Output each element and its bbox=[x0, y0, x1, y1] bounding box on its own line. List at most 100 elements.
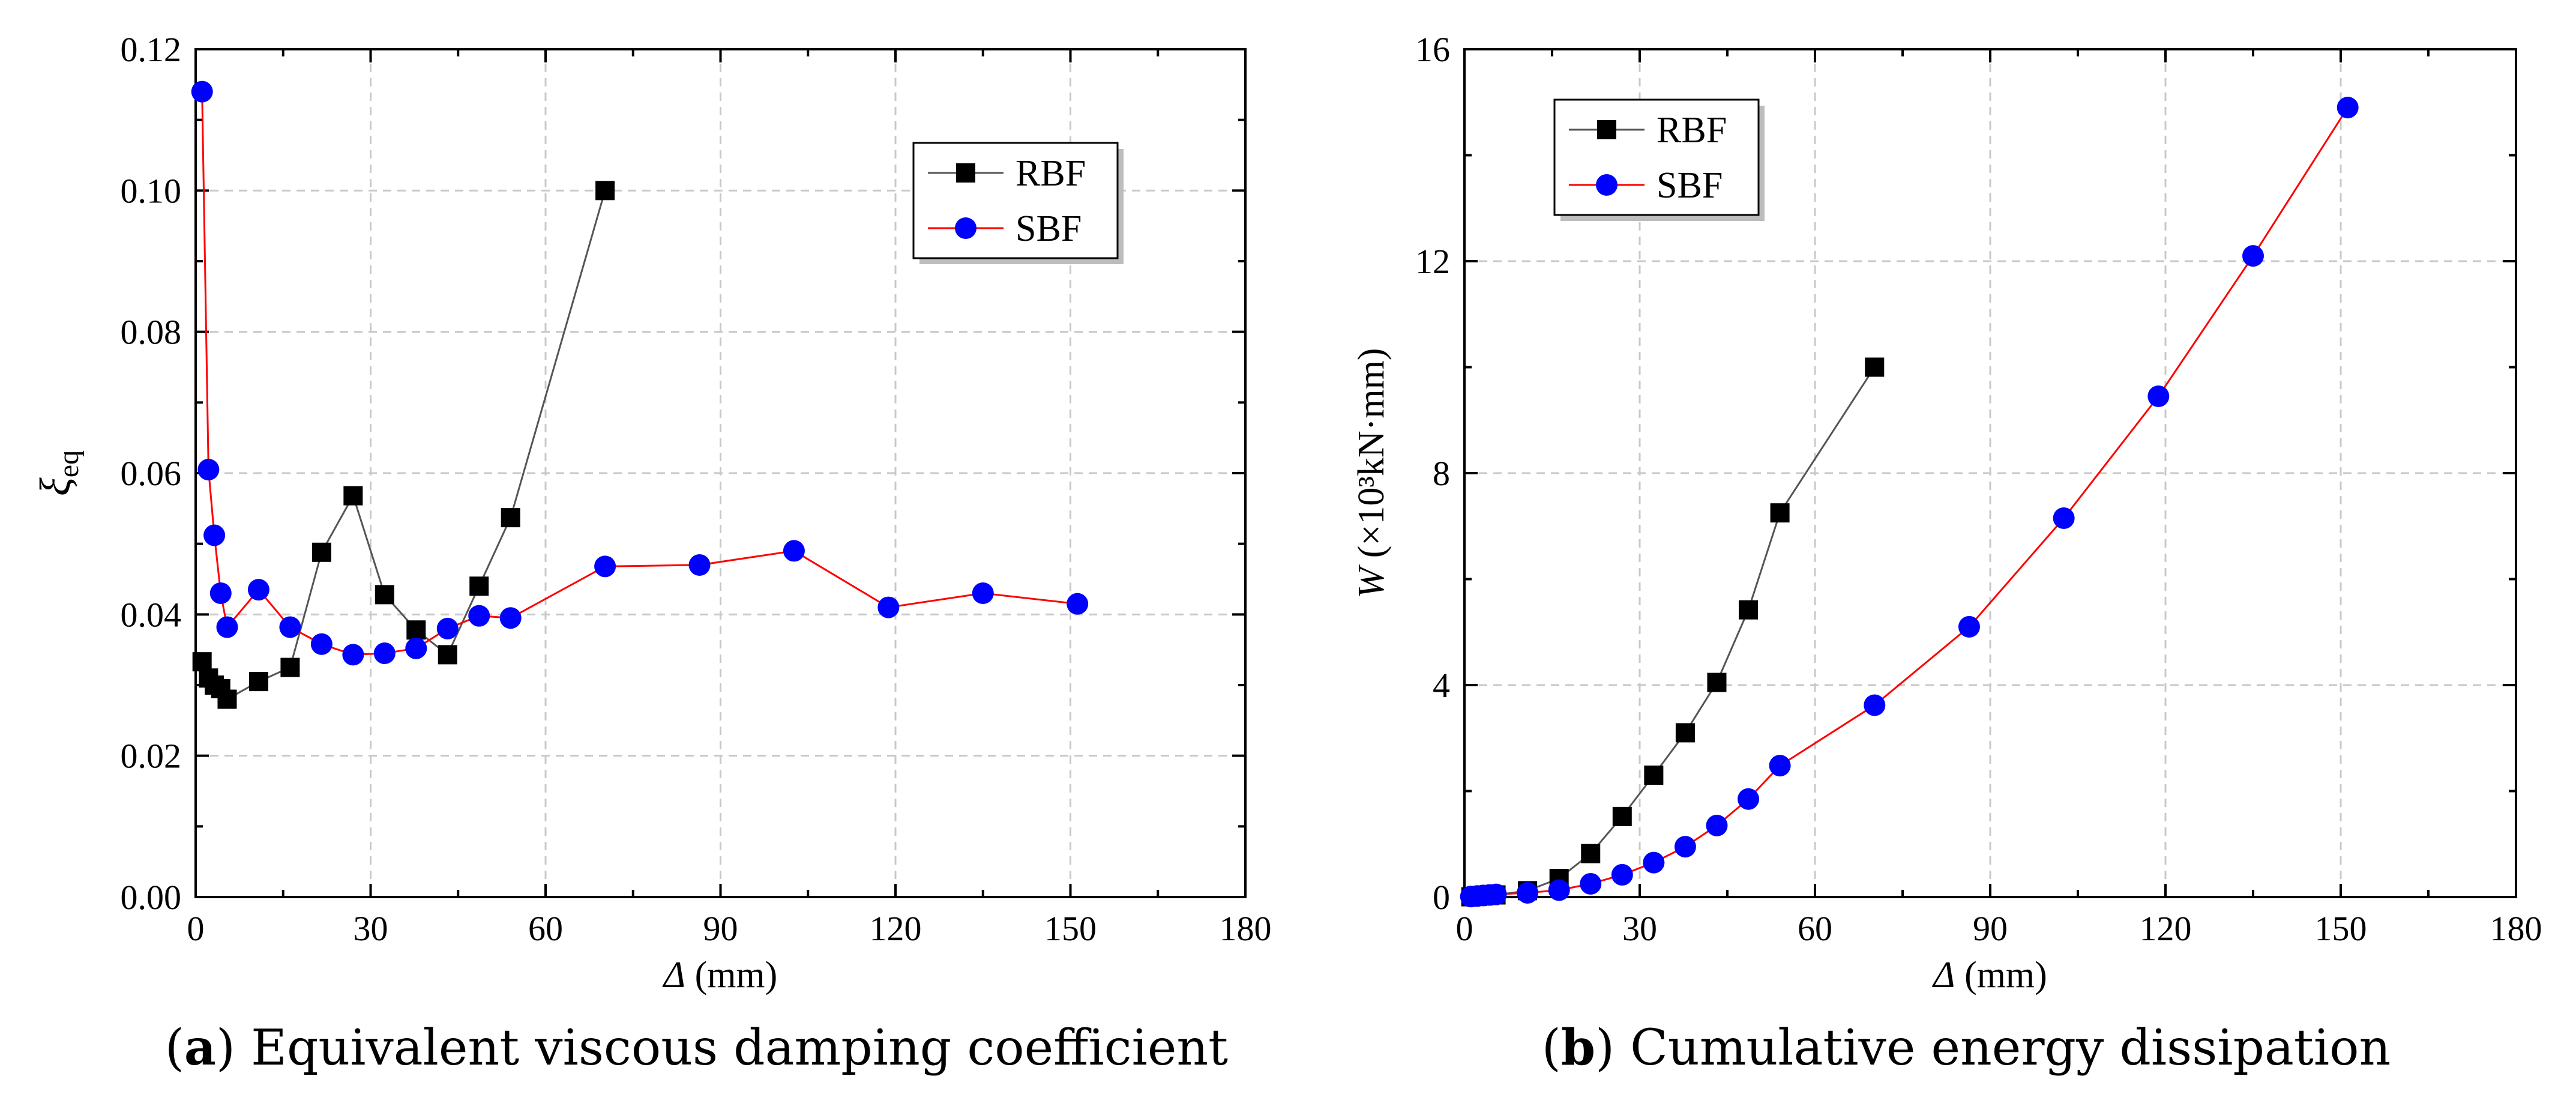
x-tick-label: 120 bbox=[870, 909, 922, 948]
data-point-sbf bbox=[436, 617, 459, 639]
x-tick-label: 180 bbox=[2490, 909, 2542, 948]
data-point-sbf bbox=[1485, 883, 1507, 905]
x-tick-label: 90 bbox=[703, 909, 738, 948]
x-tick-label: 60 bbox=[1798, 909, 1832, 948]
legend-marker-sbf bbox=[955, 217, 977, 239]
x-tick-label: 150 bbox=[2315, 909, 2367, 948]
data-point-rbf bbox=[1707, 672, 1727, 692]
y-tick-label: 0.10 bbox=[121, 171, 182, 210]
data-point-rbf bbox=[1612, 806, 1632, 826]
x-axis-label-symbol: Δ bbox=[662, 955, 685, 996]
data-point-sbf bbox=[342, 644, 364, 666]
x-tick-label: 30 bbox=[354, 909, 388, 948]
data-point-sbf bbox=[247, 579, 269, 601]
data-point-sbf bbox=[191, 80, 213, 103]
x-axis-label: Δ (mm) bbox=[662, 955, 778, 996]
legend: RBF SBF bbox=[912, 142, 1124, 264]
data-point-sbf bbox=[1706, 814, 1728, 836]
data-point-sbf bbox=[1864, 694, 1886, 716]
data-point-rbf bbox=[1739, 600, 1759, 620]
x-tick-label: 30 bbox=[1622, 909, 1657, 948]
data-point-sbf bbox=[1769, 755, 1791, 777]
y-tick-label: 4 bbox=[1433, 666, 1450, 705]
y-tick-label: 0 bbox=[1433, 878, 1450, 917]
data-point-rbf bbox=[595, 181, 615, 201]
data-point-sbf bbox=[1580, 872, 1602, 895]
data-point-sbf bbox=[203, 524, 226, 546]
data-point-rbf bbox=[1644, 766, 1664, 785]
x-tick-label: 60 bbox=[528, 909, 563, 948]
x-axis-label-unit: (mm) bbox=[685, 955, 777, 996]
data-point-sbf bbox=[1517, 881, 1539, 904]
data-point-sbf bbox=[594, 555, 616, 578]
data-point-sbf bbox=[405, 637, 427, 659]
legend-marker-rbf bbox=[1597, 120, 1616, 139]
data-point-rbf bbox=[1581, 844, 1601, 863]
y-tick-label: 0.12 bbox=[121, 30, 182, 69]
panel-caption: (a) Equivalent viscous damping coefficie… bbox=[165, 1019, 1228, 1077]
data-point-sbf bbox=[688, 554, 711, 576]
y-tick-label: 0.06 bbox=[121, 454, 182, 493]
legend-label-sbf: SBF bbox=[1016, 208, 1082, 249]
data-point-rbf bbox=[280, 657, 300, 677]
x-tick-label: 150 bbox=[1044, 909, 1097, 948]
series-line-rbf bbox=[201, 190, 606, 701]
data-point-rbf bbox=[217, 689, 237, 709]
legend-box bbox=[1553, 98, 1760, 216]
legend-box bbox=[912, 142, 1119, 259]
y-axis-label-symbol: W bbox=[1351, 564, 1392, 598]
x-tick-label: 0 bbox=[1456, 909, 1473, 948]
data-point-sbf bbox=[197, 459, 220, 481]
chart-damping-coefficient: 0 30 60 90 120 150 180 0.00 0.02 0.04 0.06 0.08 0.10… bbox=[31, 30, 1272, 1077]
data-point-sbf bbox=[1738, 788, 1760, 810]
data-point-sbf bbox=[468, 605, 490, 627]
data-point-sbf bbox=[2242, 245, 2264, 267]
caption-letter: a bbox=[184, 1019, 216, 1077]
data-point-sbf bbox=[279, 616, 301, 638]
caption-paren-close: ) bbox=[1595, 1020, 1615, 1077]
data-point-rbf bbox=[311, 542, 331, 562]
y-axis-label-symbol: ξ bbox=[31, 477, 79, 496]
data-point-sbf bbox=[877, 596, 900, 618]
data-point-rbf bbox=[438, 645, 457, 665]
panel-caption: (b) Cumulative energy dissipation bbox=[1542, 1019, 2391, 1077]
caption-text: Equivalent viscous damping coefficient bbox=[235, 1020, 1228, 1077]
caption-paren-close: ) bbox=[216, 1020, 235, 1077]
x-axis-label: Δ (mm) bbox=[1931, 955, 2047, 996]
caption-paren-open: ( bbox=[1542, 1020, 1561, 1077]
data-point-sbf bbox=[216, 616, 238, 638]
y-tick-label: 12 bbox=[1415, 242, 1450, 281]
data-point-rbf bbox=[343, 486, 363, 506]
x-axis-label-symbol: Δ bbox=[1931, 955, 1955, 996]
data-point-sbf bbox=[310, 633, 333, 655]
data-point-rbf bbox=[248, 672, 268, 692]
legend-label-rbf: RBF bbox=[1016, 153, 1086, 194]
legend-marker-sbf bbox=[1596, 174, 1618, 196]
data-point-rbf bbox=[501, 508, 520, 528]
data-point-sbf bbox=[1611, 863, 1633, 886]
data-point-rbf bbox=[1675, 723, 1695, 743]
y-axis-label: ξeq bbox=[31, 450, 85, 496]
data-point-sbf bbox=[2147, 385, 2170, 408]
x-tick-label: 120 bbox=[2140, 909, 2192, 948]
data-point-rbf bbox=[1865, 357, 1885, 377]
y-axis-label: W (×10³kN·mm) bbox=[1351, 348, 1392, 599]
y-tick-label: 0.00 bbox=[121, 878, 182, 917]
data-point-sbf bbox=[2337, 97, 2359, 119]
y-tick-label: 0.02 bbox=[121, 737, 182, 776]
legend-label-sbf: SBF bbox=[1657, 165, 1723, 206]
data-point-sbf bbox=[373, 642, 396, 665]
y-tick-label: 8 bbox=[1433, 454, 1450, 493]
data-point-sbf bbox=[1958, 615, 1980, 638]
y-axis-label-subscript: eq bbox=[53, 450, 85, 477]
data-point-sbf bbox=[1067, 593, 1089, 615]
x-axis-label-unit: (mm) bbox=[1955, 955, 2047, 996]
data-point-sbf bbox=[783, 540, 805, 562]
caption-paren-open: ( bbox=[165, 1020, 184, 1077]
legend-label-rbf: RBF bbox=[1657, 110, 1727, 151]
data-point-sbf bbox=[209, 582, 232, 605]
data-point-rbf bbox=[1770, 503, 1790, 523]
x-tick-label: 0 bbox=[187, 909, 205, 948]
y-tick-label: 0.08 bbox=[121, 313, 182, 352]
